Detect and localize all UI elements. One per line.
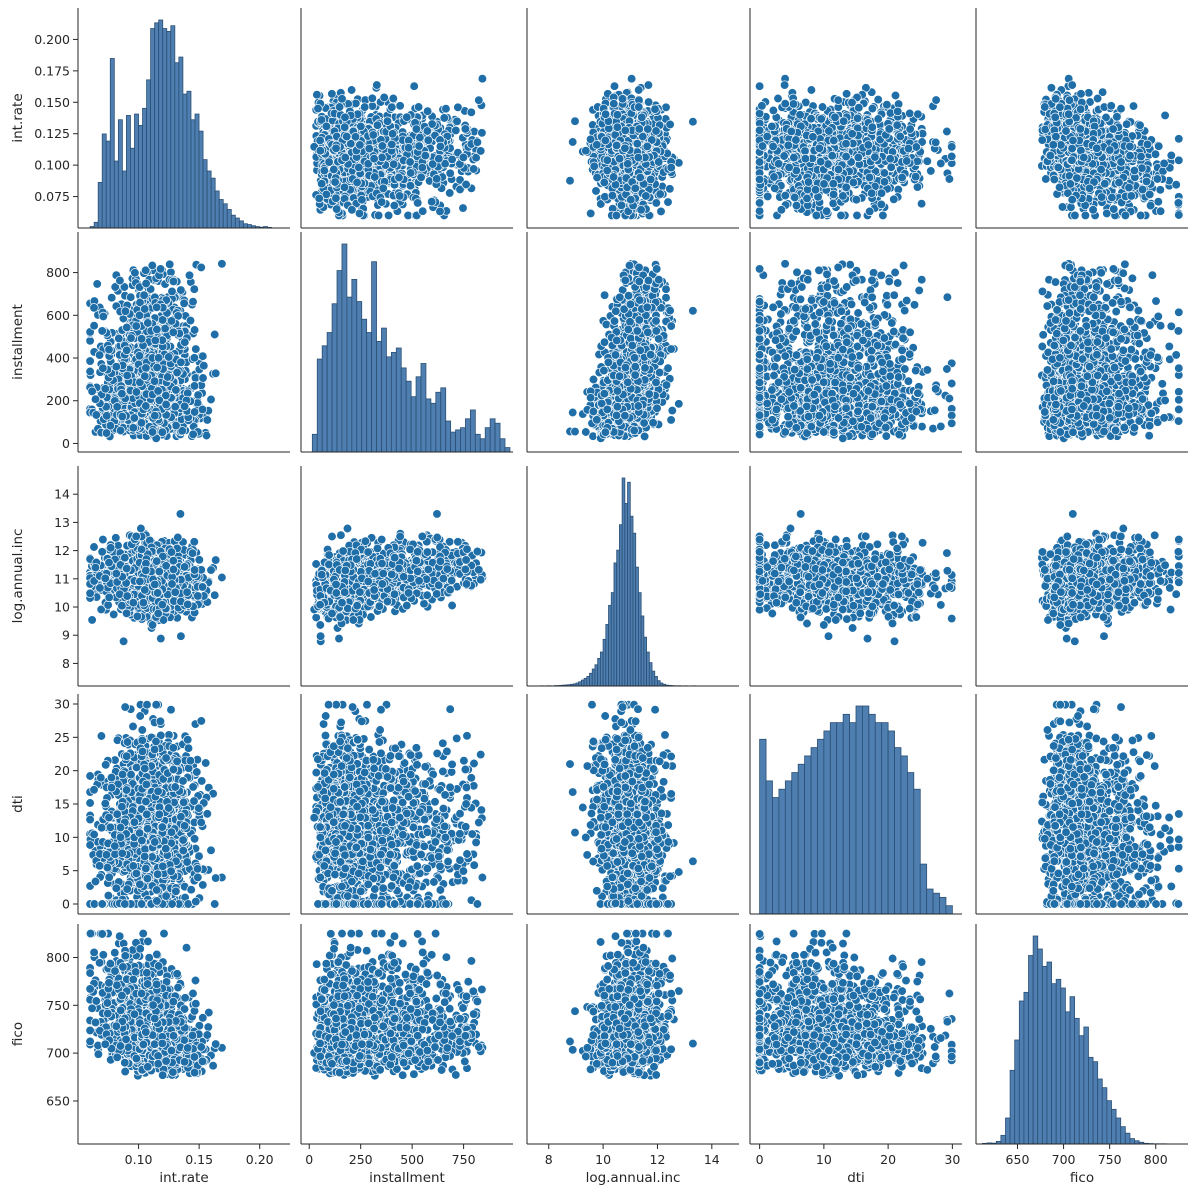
hist-bar xyxy=(199,131,203,228)
hist-bar xyxy=(231,215,235,228)
hist-bar xyxy=(143,108,147,228)
hist-bar xyxy=(223,204,227,228)
hist-bar xyxy=(114,161,118,228)
hist-bar xyxy=(187,91,191,228)
y-tick-label: 0.175 xyxy=(34,63,70,78)
hist-bar xyxy=(179,57,183,228)
scatter-point xyxy=(410,82,419,91)
scatter-point xyxy=(414,103,423,112)
scatter-point xyxy=(328,90,337,99)
panel-int.rate-vs-installment xyxy=(301,8,513,228)
hist-bar xyxy=(215,191,219,228)
hist-bar xyxy=(207,171,211,228)
hist-bar xyxy=(203,160,207,228)
hist-bar xyxy=(155,23,159,228)
hist-bar xyxy=(94,222,98,228)
hist-bar xyxy=(227,209,231,228)
y-tick-label: 0.100 xyxy=(34,158,70,173)
hist-bar xyxy=(130,148,134,228)
hist-bar xyxy=(139,125,143,228)
scatter-point xyxy=(453,117,462,126)
hist-bar xyxy=(118,120,122,228)
hist-bar xyxy=(219,200,223,228)
hist-bar xyxy=(106,141,110,228)
scatter-point xyxy=(469,165,478,174)
hist-bar xyxy=(163,29,167,228)
scatter-point xyxy=(368,102,377,111)
hist-bar xyxy=(159,20,163,228)
hist-bar xyxy=(247,225,251,228)
scatter-point xyxy=(423,107,432,116)
hist-bar xyxy=(134,114,138,228)
hist-bar xyxy=(126,115,130,228)
scatter-point xyxy=(459,204,468,213)
panel-int.rate-vs-int.rate: 0.075 0.100 0.125 0.150 0.175 0.200 int.rate xyxy=(10,8,290,228)
hist-bar xyxy=(183,94,187,228)
hist-bar xyxy=(110,58,114,228)
y-axis-label: int.rate xyxy=(10,93,26,142)
hist-bar xyxy=(175,63,179,228)
scatter-point xyxy=(352,99,361,108)
hist-bar xyxy=(191,120,195,228)
scatter-point xyxy=(445,189,454,198)
hist-bar xyxy=(211,178,215,228)
y-tick-label: 0.150 xyxy=(34,95,70,110)
scatter-point xyxy=(452,126,461,135)
scatter-point xyxy=(347,86,356,95)
hist-bar xyxy=(167,31,171,228)
hist-bar xyxy=(239,221,243,228)
hist-bar xyxy=(171,26,175,228)
hist-bar xyxy=(98,182,102,228)
hist-bar xyxy=(195,114,199,228)
pairplot-figure: 0.0750.1000.1250.1500.1750.200int.rate02… xyxy=(0,0,1200,1200)
hist-bar xyxy=(147,80,151,228)
y-tick-label: 0.200 xyxy=(34,32,70,47)
y-tick-label: 0.075 xyxy=(34,189,70,204)
hist-bar xyxy=(235,218,239,228)
hist-bar xyxy=(122,171,126,228)
y-tick-label: 0.125 xyxy=(34,126,70,141)
hist-bar xyxy=(151,29,155,228)
hist-bar xyxy=(102,134,106,228)
hist-bar xyxy=(243,224,247,228)
